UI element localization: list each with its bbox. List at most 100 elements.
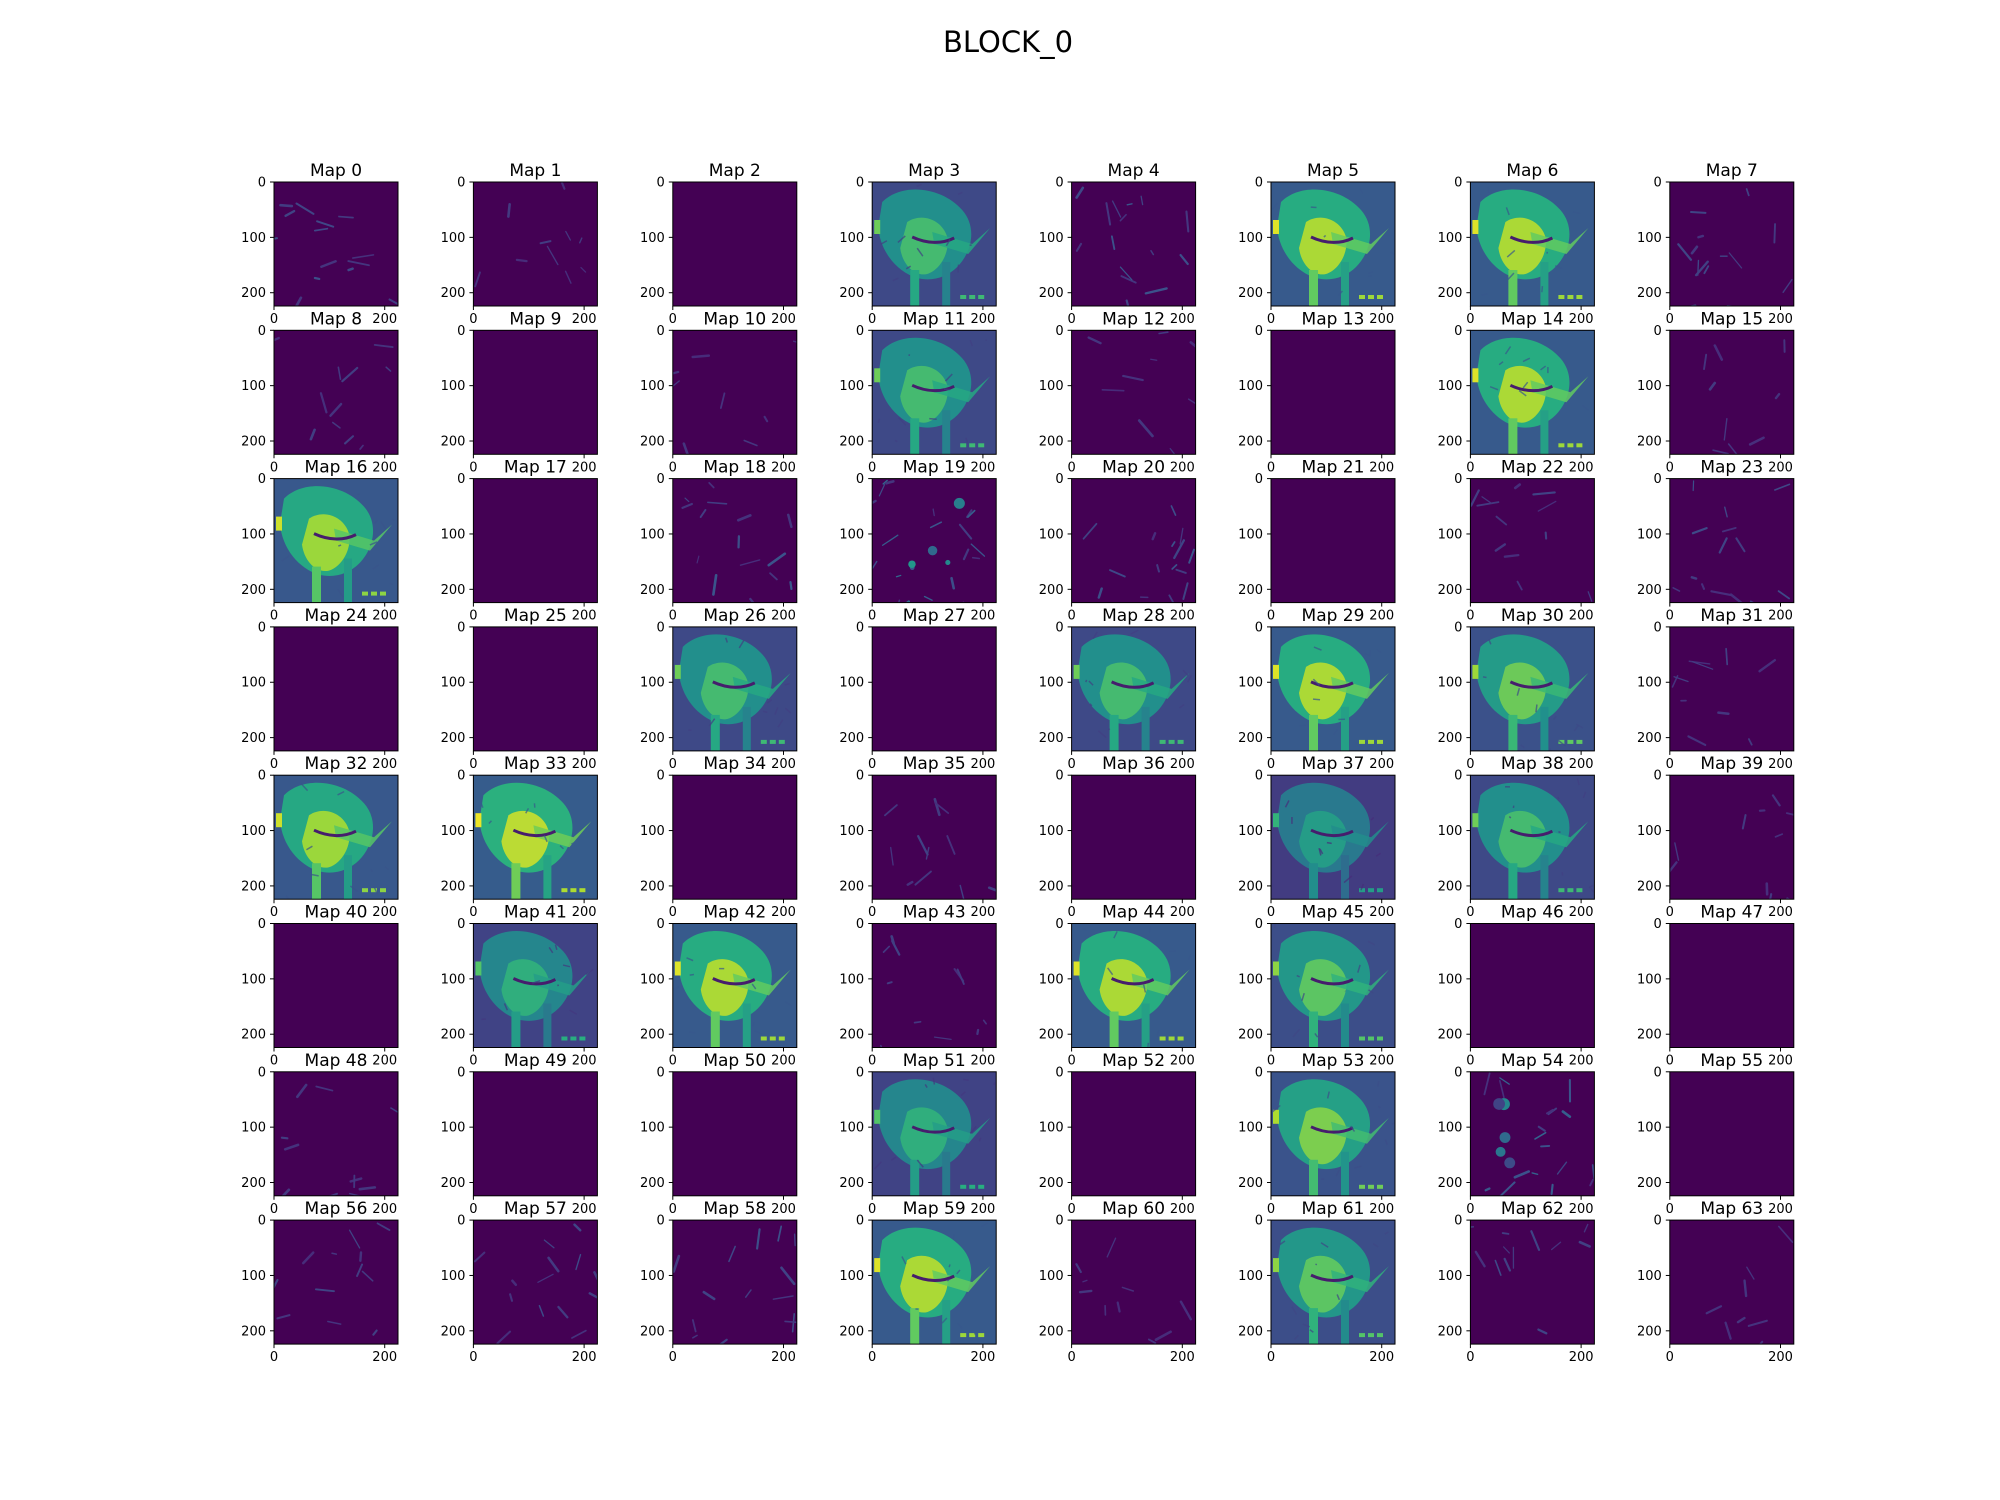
- feature-map-image: [1271, 1071, 1395, 1196]
- x-tick-label: 200: [572, 1350, 597, 1365]
- y-tick-label: 0: [1255, 917, 1263, 932]
- y-tick-label: 100: [441, 231, 466, 246]
- axes-frame: [1270, 478, 1396, 604]
- y-tick-label: 0: [1654, 176, 1662, 191]
- y-tick-label: 0: [657, 769, 665, 784]
- axes-frame: [672, 329, 798, 455]
- y-tick-label: 200: [1438, 1028, 1463, 1043]
- x-tick-label: 0: [1067, 905, 1075, 920]
- axes-frame: [672, 1219, 798, 1345]
- axes-frame: [871, 626, 997, 752]
- feature-map-image: [672, 182, 797, 306]
- y-tick-label: 0: [1255, 1065, 1263, 1080]
- x-tick-label: 0: [868, 757, 876, 772]
- map-title: Map 16: [305, 458, 368, 478]
- x-tick-label: 200: [572, 609, 597, 624]
- y-tick-label: 100: [241, 527, 266, 542]
- axes-frame: [1071, 478, 1197, 604]
- feature-map-image: [872, 1071, 997, 1196]
- x-tick-label: 200: [372, 1054, 397, 1069]
- y-tick-label: 100: [1637, 824, 1662, 839]
- x-tick-label: 0: [1267, 312, 1275, 327]
- x-tick-label: 0: [270, 1350, 278, 1365]
- axes-frame: [1270, 181, 1396, 307]
- y-tick-label: 100: [1438, 527, 1463, 542]
- y-tick-label: 200: [441, 1324, 466, 1339]
- y-tick-label: 200: [1637, 731, 1662, 746]
- axes-frame: [273, 329, 399, 455]
- y-tick-label: 100: [1438, 1269, 1463, 1284]
- x-tick-label: 200: [1369, 312, 1394, 327]
- y-tick-label: 200: [640, 879, 665, 894]
- y-tick-label: 200: [441, 583, 466, 598]
- y-tick-label: 100: [640, 676, 665, 691]
- y-tick-label: 0: [856, 472, 864, 487]
- axes-frame: [472, 329, 598, 455]
- axes-frame: [1071, 774, 1197, 900]
- x-tick-label: 0: [469, 757, 477, 772]
- x-tick-label: 200: [1369, 1202, 1394, 1217]
- feature-map-panel: Map 23 0 100 200 0 200: [1637, 458, 1795, 624]
- y-tick-label: 200: [1039, 583, 1064, 598]
- y-tick-label: 200: [1438, 1324, 1463, 1339]
- feature-map-image: [1669, 182, 1794, 306]
- y-tick-label: 200: [839, 583, 864, 598]
- axes-frame: [1270, 329, 1396, 455]
- y-tick-label: 100: [839, 231, 864, 246]
- y-tick-label: 100: [839, 972, 864, 987]
- axes-frame: [1270, 626, 1396, 752]
- x-tick-label: 0: [270, 460, 278, 475]
- x-tick-label: 200: [1170, 609, 1195, 624]
- x-tick-label: 0: [868, 609, 876, 624]
- y-tick-label: 0: [457, 769, 465, 784]
- feature-map-image: [672, 1220, 797, 1345]
- x-tick-label: 200: [971, 1350, 996, 1365]
- y-tick-label: 0: [1454, 1214, 1462, 1229]
- x-tick-label: 0: [1666, 312, 1674, 327]
- y-tick-label: 100: [640, 1269, 665, 1284]
- y-tick-label: 0: [258, 1214, 266, 1229]
- y-tick-label: 0: [457, 1214, 465, 1229]
- y-tick-label: 100: [1039, 379, 1064, 394]
- map-title: Map 56: [305, 1199, 368, 1219]
- y-tick-label: 0: [856, 620, 864, 635]
- map-title: Map 27: [903, 606, 966, 626]
- y-tick-label: 0: [1055, 324, 1063, 339]
- x-tick-label: 0: [1267, 609, 1275, 624]
- map-title: Map 46: [1501, 903, 1564, 923]
- x-tick-label: 0: [1267, 1054, 1275, 1069]
- y-tick-label: 200: [241, 1176, 266, 1191]
- x-tick-label: 200: [771, 312, 796, 327]
- map-title: Map 42: [703, 903, 766, 923]
- y-tick-label: 0: [856, 1065, 864, 1080]
- y-tick-label: 0: [1055, 620, 1063, 635]
- x-tick-label: 200: [1768, 1054, 1793, 1069]
- x-tick-label: 200: [1569, 757, 1594, 772]
- map-title: Map 41: [504, 903, 567, 923]
- feature-map-image: [872, 1220, 997, 1345]
- feature-map-panel: Map 8 0 100 200 0 200: [241, 309, 399, 475]
- y-tick-label: 0: [1255, 620, 1263, 635]
- x-tick-label: 200: [1170, 460, 1195, 475]
- y-tick-label: 0: [1255, 176, 1263, 191]
- x-tick-label: 200: [1768, 312, 1793, 327]
- y-tick-label: 100: [839, 824, 864, 839]
- feature-map-image: [1071, 775, 1196, 900]
- feature-map-panel: Map 10 0 100 200 0 200: [640, 309, 798, 475]
- x-tick-label: 200: [1369, 609, 1394, 624]
- axes-frame: [1071, 181, 1197, 307]
- map-title: Map 17: [504, 458, 567, 478]
- feature-map-image: [274, 478, 398, 603]
- x-tick-label: 200: [1170, 1202, 1195, 1217]
- y-tick-label: 0: [657, 917, 665, 932]
- y-tick-label: 100: [839, 379, 864, 394]
- x-tick-label: 0: [669, 1202, 677, 1217]
- y-tick-label: 200: [1438, 286, 1463, 301]
- y-tick-label: 0: [657, 472, 665, 487]
- y-tick-label: 200: [241, 1028, 266, 1043]
- axes-frame: [472, 478, 598, 604]
